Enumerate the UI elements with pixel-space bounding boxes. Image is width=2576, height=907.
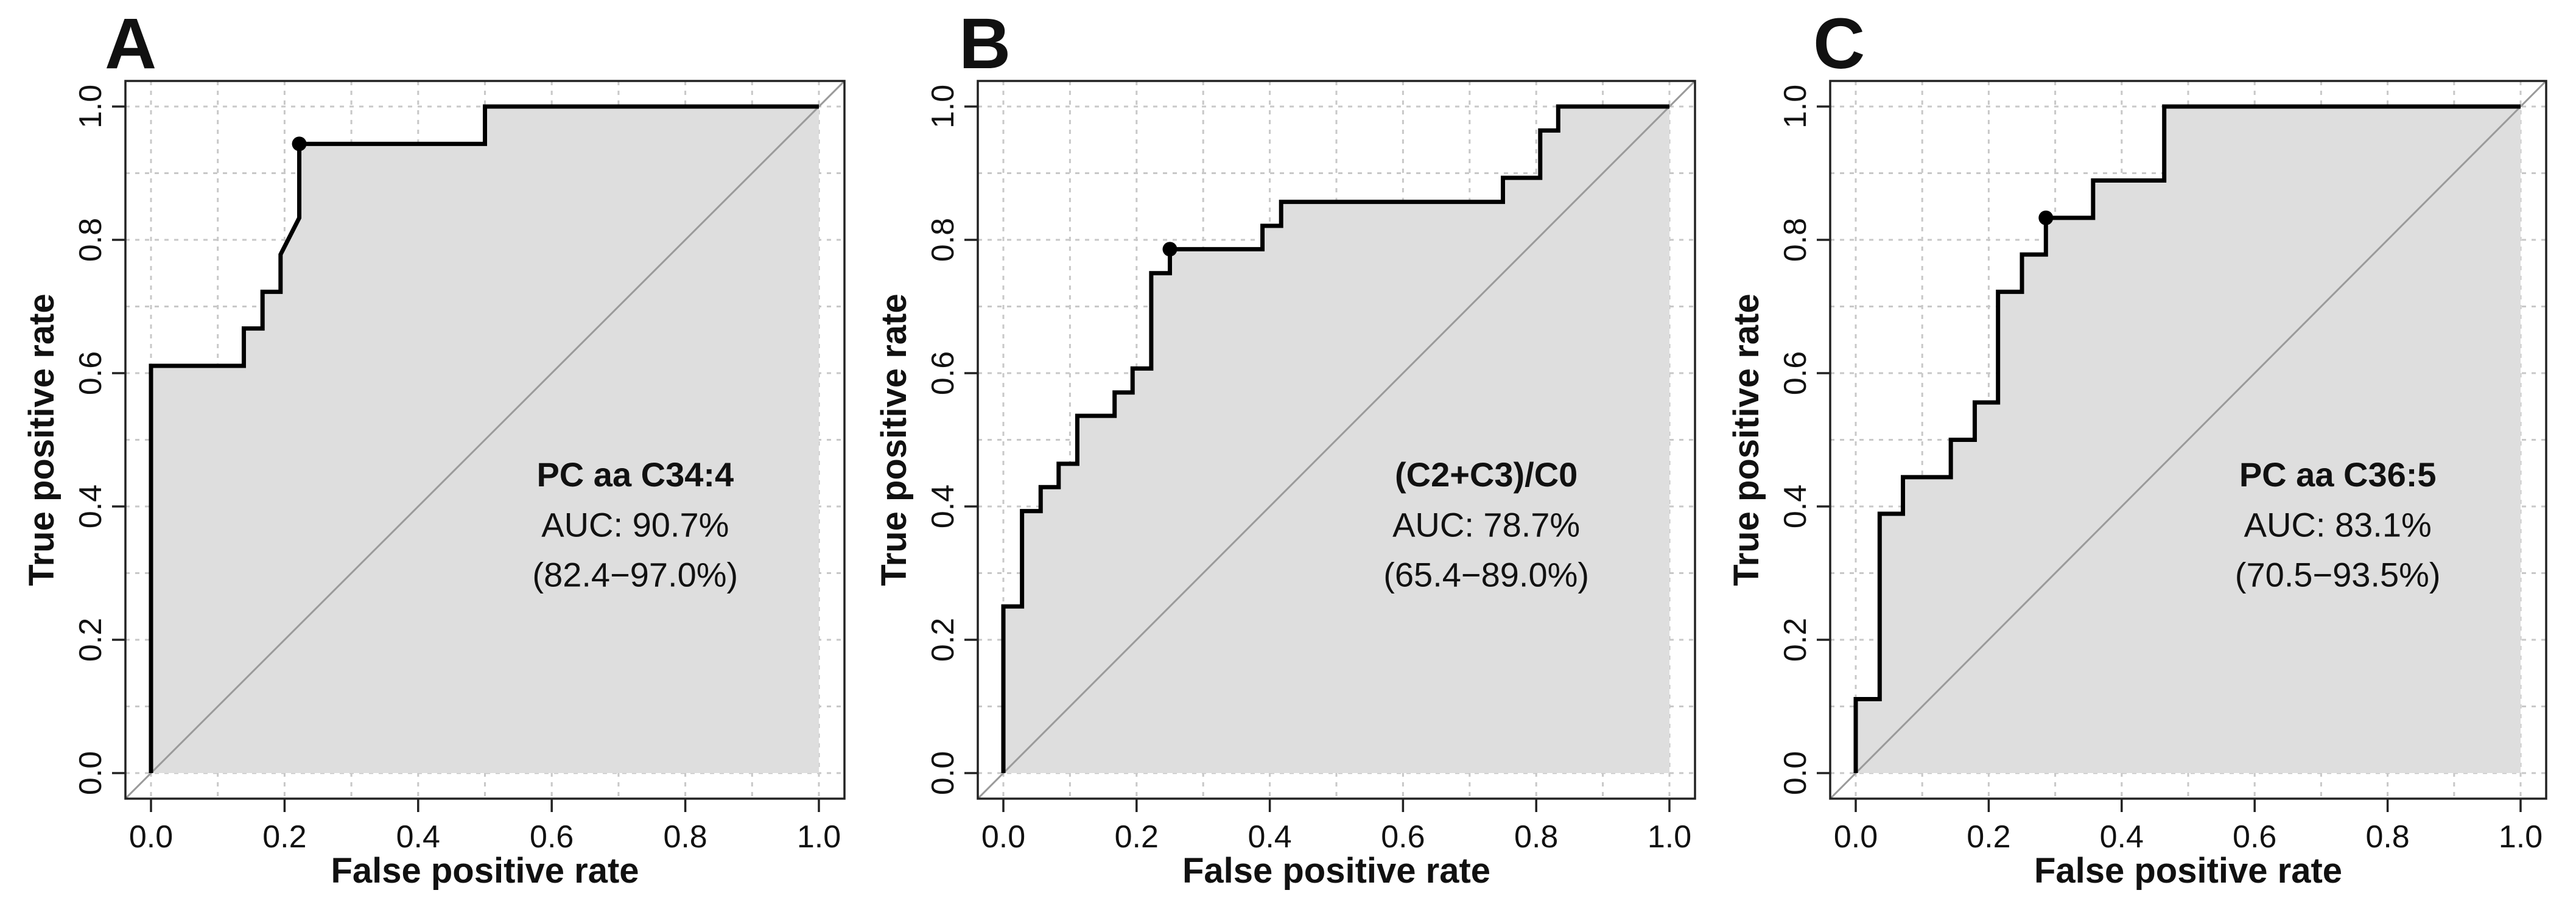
y-tick-label: 0.8 [925,218,961,262]
annotation-auc: AUC: 83.1% [2244,505,2432,544]
x-tick-label: 0.6 [530,819,574,855]
x-tick-label: 0.4 [2100,819,2144,855]
roc-panel-c: 0.0 0.2 0.4 0.6 0.8 1.0 0.0 0.2 0.4 0.6 0.8 1.0 Fals… [1727,4,2547,891]
x-tick-label: 0.8 [1514,819,1558,855]
x-tick-label: 0.4 [396,819,440,855]
y-tick-label: 1.0 [1778,85,1813,128]
x-tick-label: 0.6 [2233,819,2276,855]
roc-curve-line [1001,104,1669,773]
cutoff-point [2038,210,2054,225]
diagonal-reference-line [978,81,1695,799]
x-tick-label: 0.8 [2365,819,2409,855]
y-tick-label: 0.6 [1778,351,1813,395]
panel-letter: B [959,4,1011,84]
x-axis-title: False positive rate [331,851,639,891]
annotation-auc: AUC: 90.7% [541,505,729,544]
annotation-marker-name: PC aa C34:4 [536,455,734,494]
annotation-ci: (65.4−89.0%) [1383,555,1589,594]
y-tick-label: 0.0 [925,751,961,795]
x-axis-title: False positive rate [1182,851,1490,891]
y-tick-label: 0.2 [73,618,108,662]
plot-frame [124,80,846,800]
y-tick-label: 0.6 [925,351,961,395]
diagonal-reference-line [125,81,844,799]
x-tick-label: 1.0 [797,819,841,855]
roc-curve-line [1853,104,2521,773]
x-tick-label: 0.2 [1115,819,1159,855]
y-tick-label: 0.8 [73,218,108,262]
x-tick-label: 0.0 [1834,819,1878,855]
annotation-ci: (82.4−97.0%) [532,555,738,594]
y-tick-label: 0.4 [73,485,108,528]
x-tick-label: 1.0 [1648,819,1691,855]
x-tick-label: 0.0 [129,819,173,855]
y-tick-label: 0.0 [1778,751,1813,795]
y-tick-label: 0.4 [925,485,961,528]
y-tick-label: 0.4 [1778,485,1813,528]
y-tick-label: 1.0 [73,85,108,128]
plot-frame [1829,80,2547,800]
panel-letter: A [105,4,156,84]
y-tick-label: 1.0 [925,85,961,128]
cutoff-point [292,136,307,152]
x-tick-label: 0.8 [663,819,707,855]
y-axis-title: True positive rate [22,293,61,586]
annotation-auc: AUC: 78.7% [1392,505,1580,544]
x-tick-label: 0.6 [1381,819,1425,855]
roc-panel-b: 0.0 0.2 0.4 0.6 0.8 1.0 0.0 0.2 0.4 0.6 0.8 1.0 Fals… [874,4,1696,891]
annotation-marker-name: PC aa C36:5 [2239,455,2437,494]
y-tick-label: 0.2 [925,618,961,662]
diagonal-reference-line [1830,81,2546,799]
plot-frame [977,80,1696,800]
roc-curve-line [149,104,819,773]
x-tick-label: 1.0 [2499,819,2543,855]
x-tick-label: 0.4 [1248,819,1291,855]
y-axis-title: True positive rate [874,293,914,586]
y-axis-title: True positive rate [1727,293,1766,586]
cutoff-point [1162,242,1177,257]
y-tick-label: 0.8 [1778,218,1813,262]
annotation-marker-name: (C2+C3)/C0 [1395,455,1578,494]
y-tick-label: 0.2 [1778,618,1813,662]
y-tick-label: 0.0 [73,751,108,795]
x-tick-label: 0.0 [981,819,1025,855]
annotation-ci: (70.5−93.5%) [2235,555,2441,594]
x-tick-label: 0.2 [1967,819,2010,855]
panel-letter: C [1813,4,1865,84]
x-tick-label: 0.2 [262,819,306,855]
roc-panel-a: 0.0 0.2 0.4 0.6 0.8 1.0 0.0 0.2 0.4 0.6 0.8 1.0 Fals… [22,4,846,891]
y-tick-label: 0.6 [73,351,108,395]
x-axis-title: False positive rate [2034,851,2342,891]
